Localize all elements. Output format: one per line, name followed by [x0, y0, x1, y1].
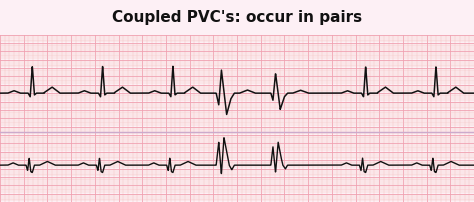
Text: Coupled PVC's: occur in pairs: Coupled PVC's: occur in pairs: [112, 10, 362, 25]
